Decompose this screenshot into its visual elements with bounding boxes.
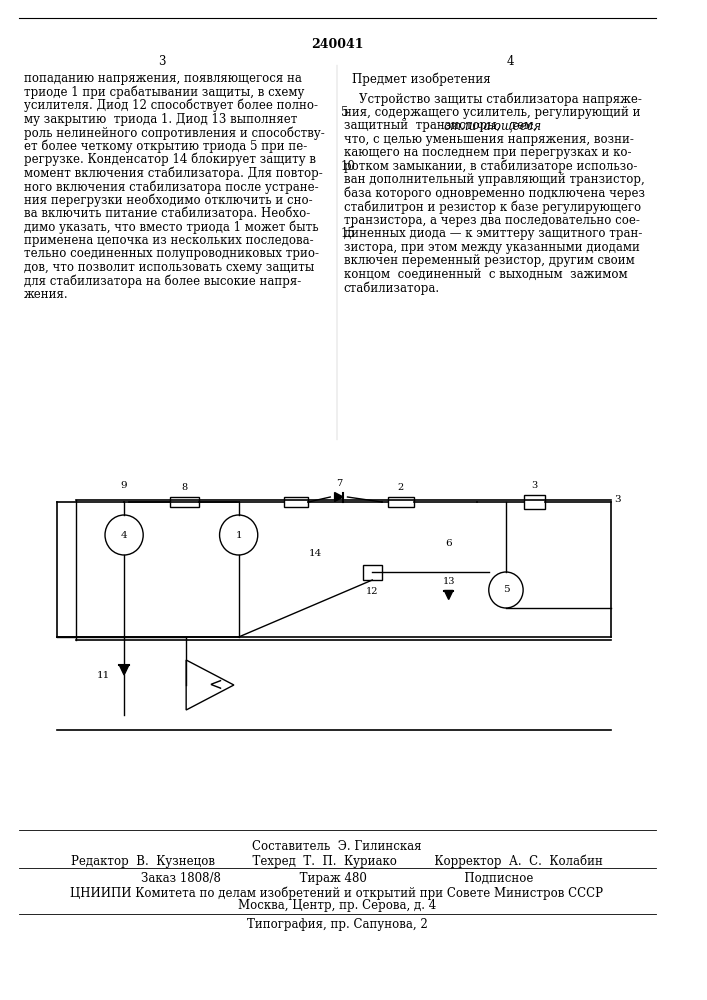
Text: Устройство защиты стабилизатора напряже-: Устройство защиты стабилизатора напряже- (344, 92, 641, 106)
Text: отличающееся: отличающееся (444, 119, 542, 132)
Bar (387, 497, 414, 507)
Text: регрузке. Конденсатор 14 блокирует защиту в: регрузке. Конденсатор 14 блокирует защит… (24, 153, 316, 166)
Text: Предмет изобретения: Предмет изобретения (352, 72, 491, 86)
Text: ва включить питание стабилизатора. Необхо-: ва включить питание стабилизатора. Необх… (24, 207, 310, 221)
Text: защитный  транзисторы,: защитный транзисторы, (344, 119, 508, 132)
Text: 1: 1 (235, 530, 242, 540)
Text: ротком замыкании, в стабилизаторе использо-: ротком замыкании, в стабилизаторе исполь… (344, 160, 637, 173)
Text: стабилитрон и резистор к базе регулирующего: стабилитрон и резистор к базе регулирующ… (344, 200, 641, 214)
Text: 5: 5 (503, 585, 509, 594)
Text: 3: 3 (158, 55, 166, 68)
Polygon shape (119, 665, 129, 675)
Text: кающего на последнем при перегрузках и ко-: кающего на последнем при перегрузках и к… (344, 146, 631, 159)
Text: ния перегрузки необходимо отключить и сно-: ния перегрузки необходимо отключить и сн… (24, 194, 312, 207)
Text: триоде 1 при срабатывании защиты, в схему: триоде 1 при срабатывании защиты, в схем… (24, 86, 304, 99)
Text: что, с целью уменьшения напряжения, возни-: что, с целью уменьшения напряжения, возн… (344, 133, 633, 146)
Text: димо указать, что вместо триода 1 может быть: димо указать, что вместо триода 1 может … (24, 221, 318, 234)
Text: стабилизатора.: стабилизатора. (344, 281, 440, 295)
Text: 2: 2 (398, 483, 404, 492)
Text: 3: 3 (532, 481, 538, 490)
Bar (524, 495, 545, 509)
Text: 3: 3 (614, 495, 621, 504)
Text: концом  соединенный  с выходным  зажимом: концом соединенный с выходным зажимом (344, 268, 627, 281)
Text: Москва, Центр, пр. Серова, д. 4: Москва, Центр, пр. Серова, д. 4 (238, 899, 436, 912)
Polygon shape (334, 492, 343, 502)
Text: тельно соединенных полупроводниковых трио-: тельно соединенных полупроводниковых три… (24, 247, 319, 260)
Text: для стабилизатора на более высокие напря-: для стабилизатора на более высокие напря… (24, 274, 301, 288)
Text: 11: 11 (97, 670, 110, 680)
Text: транзистора, а через два последовательно сое-: транзистора, а через два последовательно… (344, 214, 640, 227)
Text: 13: 13 (443, 576, 455, 585)
Text: роль нелинейного сопротивления и способству-: роль нелинейного сопротивления и способс… (24, 126, 325, 139)
Text: применена цепочка из нескольких последова-: применена цепочка из нескольких последов… (24, 234, 313, 247)
Text: Составитель  Э. Гилинская: Составитель Э. Гилинская (252, 840, 422, 853)
Text: ет более четкому открытию триода 5 при пе-: ет более четкому открытию триода 5 при п… (24, 139, 307, 153)
Text: <: < (208, 676, 222, 694)
Text: жения.: жения. (24, 288, 69, 301)
Polygon shape (445, 590, 453, 599)
Text: Типография, пр. Сапунова, 2: Типография, пр. Сапунова, 2 (247, 918, 427, 931)
Text: дов, что позволит использовать схему защиты: дов, что позволит использовать схему защ… (24, 261, 314, 274)
Bar (170, 497, 199, 507)
Text: Редактор  В.  Кузнецов          Техред  Т.  П.  Куриако          Корректор  А.  : Редактор В. Кузнецов Техред Т. П. Куриак… (71, 854, 603, 867)
Text: попаданию напряжения, появляющегося на: попаданию напряжения, появляющегося на (24, 72, 302, 85)
Text: 4: 4 (121, 530, 127, 540)
Text: 6: 6 (445, 539, 452, 548)
Text: зистора, при этом между указанными диодами: зистора, при этом между указанными диода… (344, 241, 640, 254)
Text: 12: 12 (366, 587, 378, 596)
Text: ного включения стабилизатора после устране-: ного включения стабилизатора после устра… (24, 180, 318, 194)
Text: усилителя. Диод 12 способствует более полно-: усилителя. Диод 12 способствует более по… (24, 99, 318, 112)
Text: диненных диода — к эмиттеру защитного тран-: диненных диода — к эмиттеру защитного тр… (344, 227, 642, 240)
Text: 7: 7 (336, 479, 342, 488)
Text: ния, содержащего усилитель, регулирующий и: ния, содержащего усилитель, регулирующий… (344, 106, 640, 119)
Text: Заказ 1808/8                     Тираж 480                          Подписное: Заказ 1808/8 Тираж 480 Подписное (141, 872, 533, 885)
Text: 15: 15 (341, 227, 356, 240)
Text: 5: 5 (341, 106, 349, 119)
Text: 14: 14 (308, 548, 322, 558)
Text: му закрытию  триода 1. Диод 13 выполняет: му закрытию триода 1. Диод 13 выполняет (24, 112, 297, 125)
Text: 10: 10 (341, 160, 356, 173)
Bar (284, 497, 308, 507)
Text: база которого одновременно подключена через: база которого одновременно подключена че… (344, 187, 645, 200)
Text: 240041: 240041 (311, 38, 363, 51)
Text: 8: 8 (181, 483, 187, 492)
Text: 4: 4 (507, 55, 515, 68)
Text: ван дополнительный управляющий транзистор,: ван дополнительный управляющий транзисто… (344, 173, 644, 186)
Text: момент включения стабилизатора. Для повтор-: момент включения стабилизатора. Для повт… (24, 166, 322, 180)
Bar (363, 564, 382, 580)
Text: тем,: тем, (503, 119, 537, 132)
Text: ЦНИИПИ Комитета по делам изобретений и открытий при Совете Министров СССР: ЦНИИПИ Комитета по делам изобретений и о… (71, 886, 604, 900)
Text: включен переменный резистор, другим своим: включен переменный резистор, другим свои… (344, 254, 634, 267)
Text: 9: 9 (121, 481, 127, 490)
